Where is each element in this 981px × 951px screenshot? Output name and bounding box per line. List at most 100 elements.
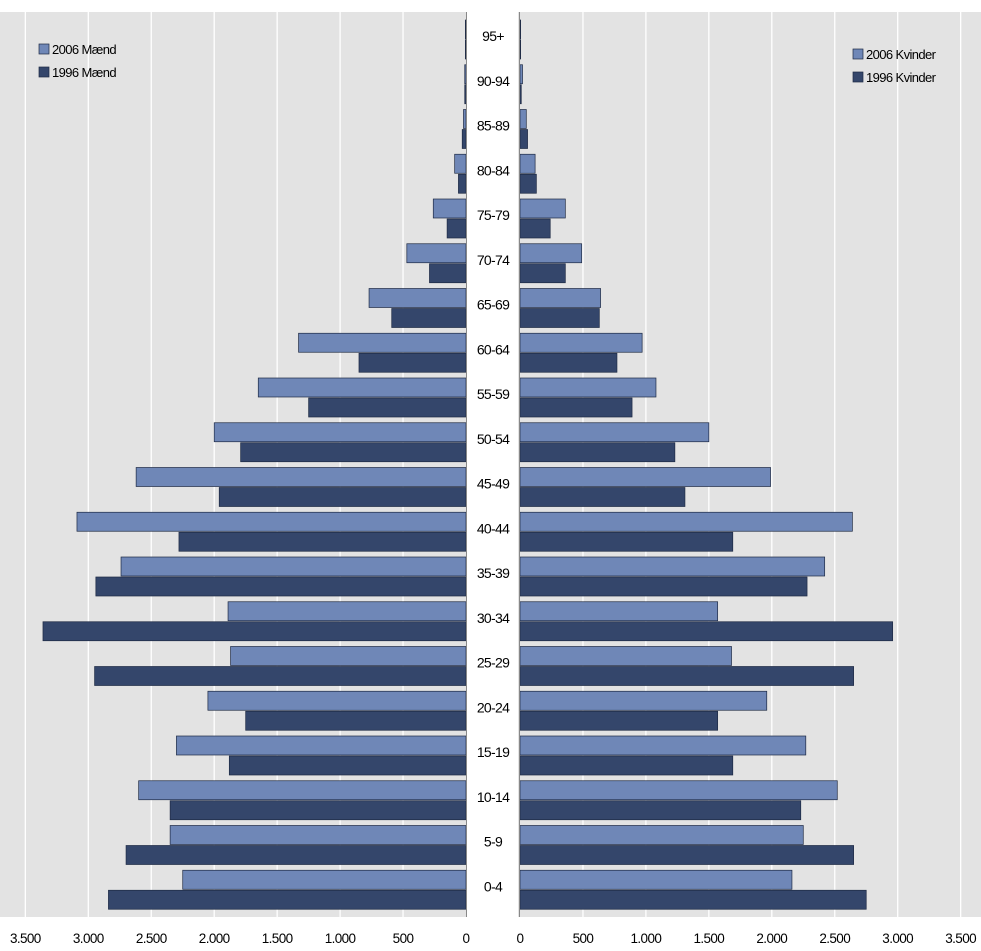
bar-2006-m-nd-95 (465, 19, 467, 40)
bar-1996-kvinder-5-9 (519, 845, 854, 865)
bar-2006-m-nd-5-9 (169, 825, 467, 845)
bar-2006-kvinder-60-64 (519, 332, 643, 353)
bar-2006-kvinder-20-24 (519, 690, 768, 711)
age-label-35-39: 35-39 (477, 565, 510, 581)
bar-1996-m-nd-50-54 (240, 442, 467, 463)
bar-1996-m-nd-5-9 (125, 845, 467, 865)
age-label-25-29: 25-29 (477, 655, 510, 671)
left-tick-label: 1.000 (325, 931, 356, 946)
left-tick-label: 3.500 (10, 931, 41, 946)
bar-1996-kvinder-55-59 (519, 397, 633, 418)
left-tick-label: 3.000 (73, 931, 104, 946)
legend-swatch-2006-kvinder (852, 48, 864, 60)
bar-2006-m-nd-15-19 (176, 735, 467, 756)
bar-1996-m-nd-35-39 (95, 576, 467, 597)
bar-2006-kvinder-55-59 (519, 377, 657, 398)
left-axis-tick-labels: 3.500 3.000 2.500 2.000 1.500 1.000 500 0 (10, 931, 470, 946)
bar-1996-kvinder-25-29 (519, 666, 854, 686)
bar-2006-m-nd-85-89 (463, 109, 467, 129)
right-tick-label: 1.500 (693, 931, 724, 946)
right-tick-label: 3.500 (945, 931, 976, 946)
bar-2006-kvinder-40-44 (519, 511, 853, 532)
bar-2006-m-nd-65-69 (368, 288, 467, 308)
age-label-45-49: 45-49 (477, 476, 510, 492)
legend-swatch-1996-m-nd (38, 66, 50, 78)
bar-2006-m-nd-40-44 (76, 511, 467, 532)
legend-swatch-1996-kvinder (852, 71, 864, 83)
bar-2006-kvinder-30-34 (519, 601, 719, 622)
left-tick-label: 2.500 (136, 931, 167, 946)
bar-2006-kvinder-50-54 (519, 422, 710, 443)
bar-2006-kvinder-70-74 (519, 243, 583, 264)
bar-1996-kvinder-15-19 (519, 755, 734, 776)
bar-2006-m-nd-45-49 (135, 467, 467, 487)
left-tick-label: 1.500 (262, 931, 293, 946)
legend-swatch-2006-m-nd (38, 43, 50, 55)
bar-1996-m-nd-55-59 (308, 397, 467, 418)
age-label-10-14: 10-14 (477, 789, 510, 805)
age-label-70-74: 70-74 (477, 252, 510, 268)
right-bars-group (519, 19, 894, 910)
right-tick-label: 2.000 (756, 931, 787, 946)
bar-1996-m-nd-30-34 (42, 621, 467, 642)
bar-1996-m-nd-80-84 (458, 173, 467, 194)
bar-1996-m-nd-0-4 (108, 889, 467, 910)
left-legend: 2006 Mænd 1996 Mænd (38, 42, 117, 80)
right-legend: 2006 Kvinder 1996 Kvinder (852, 47, 937, 85)
bar-1996-m-nd-70-74 (429, 263, 467, 284)
age-group-labels: 0-4 5-9 10-14 15-19 20-24 25-29 30-34 35-39 40-4… (477, 28, 511, 894)
bar-1996-m-nd-90-94 (464, 84, 467, 105)
bar-2006-kvinder-5-9 (519, 825, 804, 845)
bar-2006-m-nd-10-14 (138, 780, 467, 801)
bar-2006-m-nd-25-29 (230, 646, 467, 666)
bar-1996-kvinder-60-64 (519, 352, 618, 373)
bar-2006-kvinder-25-29 (519, 646, 732, 666)
bar-2006-kvinder-80-84 (519, 153, 536, 174)
age-label-15-19: 15-19 (477, 744, 510, 760)
legend-label-2006-kvinder: 2006 Kvinder (866, 47, 937, 62)
age-label-55-59: 55-59 (477, 386, 510, 402)
bar-1996-m-nd-40-44 (178, 531, 467, 552)
bar-2006-kvinder-90-94 (519, 64, 523, 85)
center-age-column (467, 12, 518, 917)
left-tick-label: 0 (463, 931, 470, 946)
bar-2006-m-nd-0-4 (182, 869, 467, 890)
bar-1996-kvinder-95 (519, 39, 521, 60)
bar-2006-m-nd-50-54 (213, 422, 467, 443)
age-label-40-44: 40-44 (477, 520, 510, 536)
bar-2006-m-nd-20-24 (207, 690, 467, 711)
bar-1996-kvinder-70-74 (519, 263, 566, 284)
bar-1996-m-nd-85-89 (461, 129, 467, 149)
bar-1996-kvinder-20-24 (519, 710, 719, 731)
bar-1996-m-nd-15-19 (228, 755, 467, 776)
age-label-50-54: 50-54 (477, 431, 510, 447)
age-label-65-69: 65-69 (477, 297, 510, 313)
bar-1996-kvinder-35-39 (519, 576, 808, 597)
bar-2006-m-nd-60-64 (298, 332, 467, 353)
bar-1996-m-nd-75-79 (446, 218, 467, 239)
bar-1996-kvinder-75-79 (519, 218, 551, 239)
legend-label-2006-m-nd: 2006 Mænd (52, 42, 116, 57)
bar-1996-kvinder-0-4 (519, 889, 867, 910)
age-label-85-89: 85-89 (477, 118, 510, 134)
bar-1996-kvinder-40-44 (519, 531, 734, 552)
bar-1996-kvinder-50-54 (519, 442, 676, 463)
bar-1996-kvinder-45-49 (519, 487, 686, 507)
bar-1996-m-nd-10-14 (169, 800, 467, 821)
bar-1996-kvinder-85-89 (519, 129, 528, 149)
bar-2006-kvinder-0-4 (519, 869, 793, 890)
bar-2006-m-nd-55-59 (257, 377, 467, 398)
bar-2006-kvinder-10-14 (519, 780, 838, 801)
bar-1996-m-nd-65-69 (391, 308, 467, 328)
bar-2006-kvinder-65-69 (519, 288, 601, 308)
bar-1996-kvinder-30-34 (519, 621, 894, 642)
legend-label-1996-kvinder: 1996 Kvinder (866, 70, 937, 85)
bar-1996-m-nd-60-64 (358, 352, 467, 373)
bar-2006-kvinder-45-49 (519, 467, 771, 487)
age-label-5-9: 5-9 (484, 834, 503, 850)
right-tick-label: 1.000 (631, 931, 662, 946)
age-label-95: 95+ (482, 28, 504, 44)
bar-2006-kvinder-95 (519, 19, 521, 40)
bar-2006-kvinder-85-89 (519, 109, 527, 129)
